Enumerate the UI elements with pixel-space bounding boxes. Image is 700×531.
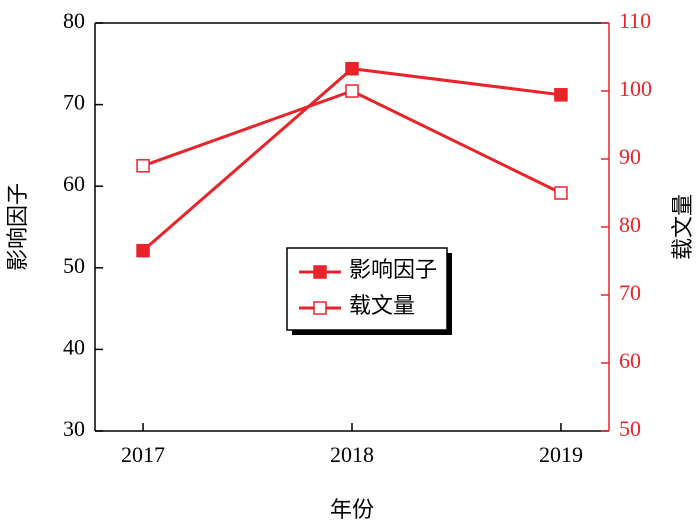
legend-box — [286, 247, 448, 331]
x-axis-label: 年份 — [330, 497, 374, 522]
y2-axis-label: 载文量 — [670, 194, 695, 260]
y2-tick-label: 100 — [619, 76, 652, 101]
data-point — [554, 88, 568, 102]
data-point — [136, 159, 150, 173]
y2-tick-label: 90 — [619, 144, 641, 169]
legend-label: 载文量 — [349, 293, 415, 318]
x-tick-label: 2017 — [121, 442, 165, 467]
series-line — [142, 89, 562, 195]
y-tick-label: 80 — [63, 8, 85, 33]
y-tick-label: 30 — [63, 416, 85, 441]
y-tick-label: 60 — [63, 171, 85, 196]
data-point — [136, 243, 150, 258]
legend-marker — [313, 301, 327, 315]
y2-tick-label: 80 — [619, 212, 641, 237]
x-tick-label: 2018 — [330, 442, 374, 467]
y2-tick-label: 60 — [619, 348, 641, 373]
y-tick-label: 50 — [63, 253, 85, 278]
y-tick-label: 70 — [63, 90, 85, 115]
y-axis-label: 影响因子 — [5, 183, 30, 271]
x-tick-label: 2019 — [539, 442, 583, 467]
y2-tick-label: 50 — [619, 416, 641, 441]
data-point — [554, 186, 568, 200]
y2-tick-label: 70 — [619, 280, 641, 305]
legend-marker — [313, 265, 327, 279]
legend-label: 影响因子 — [349, 257, 437, 282]
data-point — [345, 61, 359, 76]
data-point — [345, 84, 359, 98]
y-tick-label: 40 — [63, 334, 85, 359]
y2-tick-label: 110 — [619, 8, 651, 33]
